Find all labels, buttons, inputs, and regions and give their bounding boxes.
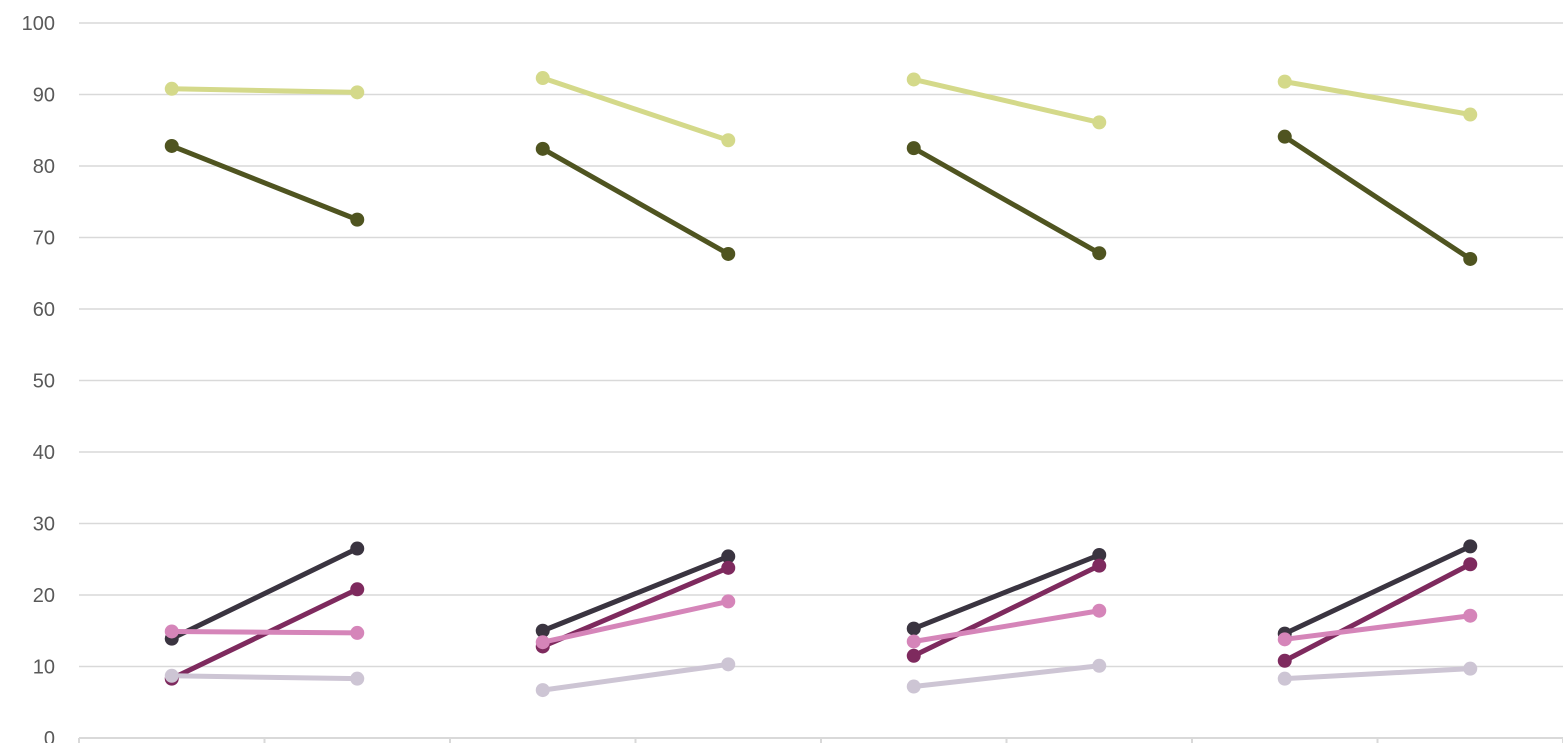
series-6-segment-2 <box>540 661 731 693</box>
series-1-point-2-b <box>721 133 736 148</box>
series-6-segment-3 <box>911 663 1102 690</box>
series-6-point-4-b <box>1463 661 1478 676</box>
series-2-segment-1 <box>169 143 360 223</box>
series-2-segment-4 <box>1282 134 1473 262</box>
series-6-point-2-a <box>535 683 550 698</box>
series-4-point-2-b <box>721 560 736 575</box>
y-axis-tick-labels: 0 10 20 30 40 50 60 70 80 90 100 <box>22 13 55 743</box>
series-2-point-1-a <box>164 138 179 153</box>
series-1-point-3-b <box>1092 115 1107 130</box>
series-5-point-1-a <box>164 624 179 639</box>
series-5-point-1-b <box>350 625 365 640</box>
y-tick-label-20: 20 <box>33 585 55 607</box>
series-3-point-1-b <box>350 541 365 556</box>
series-6-point-3-b <box>1092 658 1107 673</box>
series-5-segment-2 <box>540 598 731 645</box>
gridlines <box>79 22 1563 668</box>
series-6-segment-1 <box>169 673 360 682</box>
series-5-point-3-b <box>1092 603 1107 618</box>
series-3-point-3-a <box>906 621 921 636</box>
series-6-point-4-a <box>1277 671 1292 686</box>
series-4-point-4-b <box>1463 557 1478 572</box>
series-2-point-3-a <box>906 141 921 156</box>
y-tick-label-70: 70 <box>33 228 55 250</box>
series-3-point-2-a <box>535 623 550 638</box>
y-tick-label-90: 90 <box>33 85 55 107</box>
series-6-segment-4 <box>1282 666 1473 682</box>
series-2-segment-3 <box>911 145 1102 256</box>
series-1-point-4-a <box>1277 74 1292 89</box>
series-1-point-4-b <box>1463 107 1478 122</box>
series-1-point-1-b <box>350 85 365 100</box>
y-tick-label-100: 100 <box>22 13 55 35</box>
y-tick-label-60: 60 <box>33 299 55 321</box>
series-5-point-2-a <box>535 635 550 650</box>
series-4-point-1-b <box>350 582 365 597</box>
series-4-segment-4 <box>1282 561 1473 664</box>
series-5-segment-1 <box>169 628 360 636</box>
series-2-point-3-b <box>1092 246 1107 261</box>
series-2-point-4-a <box>1277 129 1292 144</box>
y-tick-label-50: 50 <box>33 371 55 393</box>
series-6-point-2-b <box>721 657 736 672</box>
series-5-segment-4 <box>1282 613 1473 642</box>
y-tick-label-80: 80 <box>33 156 55 178</box>
series-3-segment-1 <box>169 546 360 642</box>
series-1-segment-3 <box>911 76 1102 125</box>
series-2-point-4-b <box>1463 251 1478 266</box>
series-4-point-3-a <box>906 648 921 663</box>
series-1-segment-1 <box>169 86 360 95</box>
series-5-point-2-b <box>721 594 736 609</box>
series-5-segment-3 <box>911 608 1102 644</box>
series-3-segment-3 <box>911 552 1102 632</box>
series-6-point-1-b <box>350 671 365 686</box>
y-tick-label-0: 0 <box>44 728 55 743</box>
series-2-point-2-b <box>721 246 736 261</box>
series-5-point-3-a <box>906 634 921 649</box>
series-5-point-4-b <box>1463 608 1478 623</box>
y-tick-label-10: 10 <box>33 657 55 679</box>
series-4-segment-3 <box>911 563 1102 659</box>
series-1-point-1-a <box>164 81 179 96</box>
y-tick-label-30: 30 <box>33 514 55 536</box>
series-2-point-1-b <box>350 212 365 227</box>
series-lines <box>169 75 1473 693</box>
series-3-point-2-b <box>721 549 736 564</box>
series-points <box>164 71 1478 698</box>
series-3-segment-2 <box>540 553 731 634</box>
series-6-point-3-a <box>906 679 921 694</box>
x-axis <box>78 737 1563 743</box>
series-2-segment-2 <box>540 146 731 257</box>
series-3-segment-4 <box>1282 543 1473 637</box>
series-1-segment-4 <box>1282 79 1473 118</box>
series-4-point-4-a <box>1277 653 1292 668</box>
series-3-point-4-b <box>1463 539 1478 554</box>
series-2-point-2-a <box>535 141 550 156</box>
series-1-point-2-a <box>535 71 550 86</box>
series-3-point-3-b <box>1092 547 1107 562</box>
series-1-point-3-a <box>906 72 921 87</box>
series-5-point-4-a <box>1277 632 1292 647</box>
series-4-point-3-b <box>1092 558 1107 573</box>
series-1-segment-2 <box>540 75 731 143</box>
y-tick-label-40: 40 <box>33 442 55 464</box>
series-6-point-1-a <box>164 668 179 683</box>
